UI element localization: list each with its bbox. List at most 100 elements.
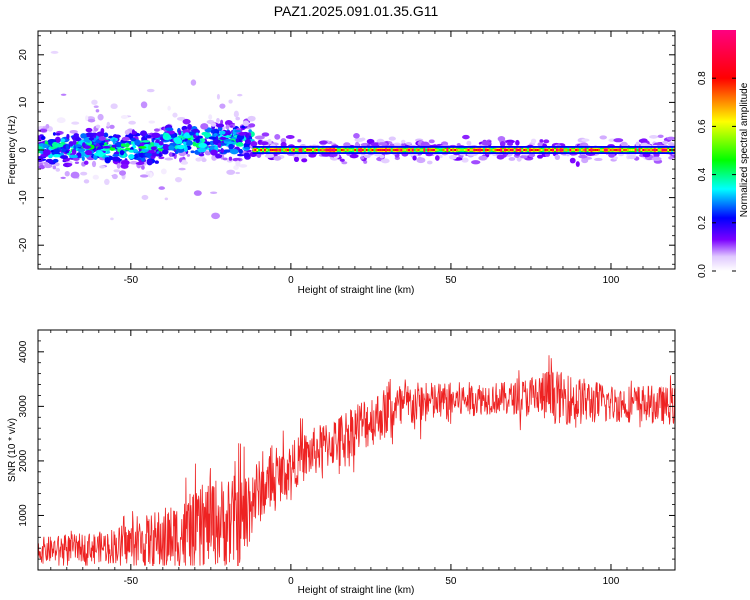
- heatmap-cell: [149, 172, 153, 179]
- heatmap-core-cell: [475, 149, 478, 151]
- heatmap-core-cell: [373, 149, 376, 151]
- heatmap-core-cell: [409, 149, 413, 151]
- heatmap-core-cell: [360, 149, 363, 151]
- heatmap-cell: [259, 141, 269, 146]
- heatmap-core-cell: [350, 149, 353, 151]
- heatmap-cell: [388, 136, 396, 141]
- heatmap-cell: [140, 101, 148, 109]
- heatmap-core-cell: [567, 149, 570, 151]
- heatmap-cell: [97, 150, 105, 158]
- heatmap-core-cell: [504, 149, 507, 151]
- heatmap-core-cell: [292, 149, 296, 151]
- heatmap-cell: [146, 134, 152, 139]
- heatmap-cell: [182, 118, 191, 125]
- y-tick-label: -10: [18, 190, 29, 205]
- heatmap-cell: [114, 141, 123, 148]
- heatmap-cell: [651, 156, 662, 162]
- heatmap-core-cell: [502, 149, 505, 151]
- heatmap-core-cell: [288, 149, 292, 151]
- heatmap-cell: [235, 171, 241, 175]
- heatmap-cell: [248, 129, 252, 133]
- heatmap-core-cell: [552, 149, 555, 151]
- heatmap-cell: [185, 140, 193, 146]
- snr-ylabel: SNR (10 * v/v): [7, 418, 18, 482]
- heatmap-core-cell: [628, 149, 632, 151]
- heatmap-cell: [99, 142, 105, 146]
- heatmap-core-cell: [513, 149, 516, 151]
- x-tick-label: 0: [288, 275, 294, 286]
- heatmap-cell: [52, 165, 57, 170]
- heatmap-core-cell: [415, 149, 418, 151]
- snr-ticks: -50 0 50 100 1000 2000 3000 4000: [18, 329, 676, 587]
- heatmap-cell: [466, 140, 472, 146]
- heatmap-core-cell: [313, 149, 317, 151]
- heatmap-cell: [135, 161, 145, 165]
- heatmap-core-cell: [281, 149, 284, 151]
- heatmap-core-cell: [398, 149, 401, 151]
- heatmap-core-cell: [477, 149, 480, 151]
- heatmap-cell: [164, 157, 174, 161]
- heatmap-cell: [195, 137, 200, 144]
- heatmap-cell: [130, 137, 137, 142]
- heatmap-cell: [243, 152, 251, 158]
- heatmap-cell: [97, 113, 104, 121]
- heatmap-cell: [599, 135, 608, 140]
- heatmap-core-cell: [371, 149, 374, 151]
- heatmap-core-cell: [615, 149, 618, 151]
- heatmap-core-cell: [465, 149, 468, 151]
- heatmap-core-cell: [260, 149, 263, 151]
- heatmap-cell: [235, 138, 239, 143]
- heatmap-core-cell: [342, 149, 345, 151]
- heatmap-cell: [428, 139, 435, 144]
- colorbar-tick-label: 0.6: [697, 119, 708, 133]
- heatmap-cell: [52, 132, 56, 136]
- heatmap-core-cell: [575, 149, 578, 151]
- heatmap-cell: [145, 171, 151, 175]
- heatmap-cell: [45, 124, 50, 129]
- heatmap-cell: [187, 123, 192, 131]
- heatmap-core-cell: [306, 149, 309, 151]
- heatmap-cell: [569, 157, 576, 164]
- heatmap-cell: [186, 154, 191, 157]
- heatmap-cell: [178, 130, 182, 136]
- heatmap-core-cell: [413, 149, 417, 151]
- heatmap-cell: [341, 161, 348, 165]
- colorbar: 0.0 0.2 0.4 0.6 0.8 Normalized spectral ampl…: [697, 30, 750, 278]
- heatmap-cell: [370, 142, 381, 147]
- heatmap-core-cell: [655, 149, 659, 151]
- heatmap-core-cell: [404, 149, 407, 151]
- heatmap-cell: [213, 133, 218, 137]
- heatmap-cell: [132, 149, 139, 153]
- heatmap-core-cell: [308, 149, 311, 151]
- heatmap-cell: [103, 132, 109, 138]
- x-tick-label: 100: [603, 576, 620, 587]
- heatmap-core-cell: [273, 149, 276, 151]
- x-tick-label: 100: [603, 275, 620, 286]
- heatmap-cell: [379, 154, 385, 159]
- heatmap-core-cell: [461, 149, 465, 151]
- heatmap-cell: [99, 165, 106, 169]
- heatmap-core-cell: [519, 149, 522, 151]
- heatmap-cell: [461, 157, 469, 163]
- heatmap-cell: [93, 142, 97, 145]
- heatmap-cell: [235, 116, 241, 121]
- heatmap-cell: [45, 158, 54, 164]
- heatmap-core-cell: [456, 149, 459, 151]
- heatmap-core-cell: [650, 149, 653, 151]
- heatmap-cell: [215, 123, 225, 128]
- heatmap-core-cell: [446, 149, 449, 151]
- heatmap-cell: [554, 154, 561, 161]
- snr-panel: -50 0 50 100 1000 2000 3000 4000 Height of stra…: [7, 329, 676, 596]
- heatmap-core-cell: [348, 149, 351, 151]
- heatmap-cell: [158, 156, 165, 160]
- heatmap-core-cell: [507, 149, 511, 151]
- heatmap-cell: [301, 158, 308, 163]
- heatmap-cell: [227, 141, 236, 144]
- heatmap-cell: [219, 103, 226, 109]
- heatmap-cell: [113, 134, 121, 139]
- heatmap-core-cell: [338, 149, 342, 151]
- heatmap-cell: [121, 136, 130, 141]
- heatmap-cell: [71, 121, 80, 125]
- heatmap-cell: [216, 117, 220, 123]
- heatmap-cell: [190, 150, 195, 154]
